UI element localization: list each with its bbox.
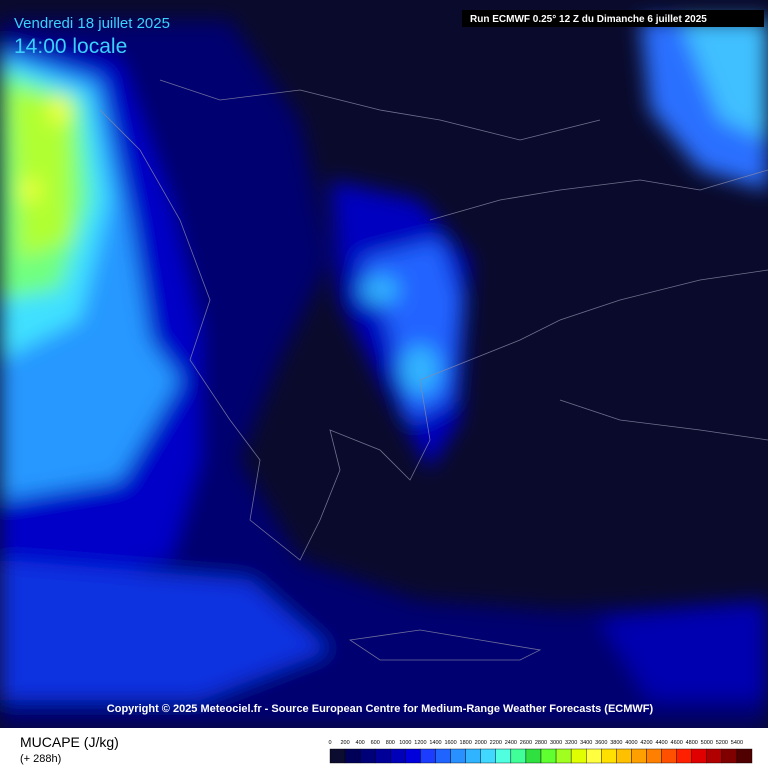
copyright: Copyright © 2025 Meteociel.fr - Source E… [107, 703, 654, 715]
legend-swatch [390, 748, 406, 764]
legend-label: 4200 [640, 740, 652, 746]
legend-swatch [601, 748, 617, 764]
legend-label: 5000 [701, 740, 713, 746]
legend-label: 4800 [686, 740, 698, 746]
legend-swatch [420, 748, 436, 764]
legend-swatch [375, 748, 391, 764]
legend-label: 3400 [580, 740, 592, 746]
legend-label: 2000 [475, 740, 487, 746]
legend-label: 4400 [655, 740, 667, 746]
legend-label: 4600 [671, 740, 683, 746]
legend-label: 5400 [731, 740, 743, 746]
legend-label: 3200 [565, 740, 577, 746]
header: Vendredi 18 juillet 2025 14:00 locale Ru… [14, 10, 764, 58]
legend-label: 0 [328, 740, 331, 746]
legend-label: 1400 [429, 740, 441, 746]
legend-label: 2600 [520, 740, 532, 746]
legend-swatch [646, 748, 662, 764]
legend-label: 3000 [550, 740, 562, 746]
legend-swatch [344, 748, 361, 764]
legend-label: 200 [340, 740, 349, 746]
run-box [462, 10, 764, 27]
legend-swatch [706, 748, 723, 764]
legend-swatch [586, 748, 602, 764]
legend-label: 600 [371, 740, 380, 746]
legend-swatch [631, 748, 647, 764]
legend-label: 1000 [399, 740, 411, 746]
legend-swatch [570, 748, 587, 764]
legend-label: 400 [356, 740, 365, 746]
legend-label: 3800 [610, 740, 622, 746]
legend-swatch [555, 748, 572, 764]
legend-label: 5200 [716, 740, 728, 746]
legend-swatch [495, 748, 512, 764]
legend-swatch [329, 748, 346, 764]
legend-label: 3600 [595, 740, 607, 746]
legend-label: 2800 [535, 740, 547, 746]
legend-swatch [721, 748, 738, 764]
legend-swatch [480, 748, 496, 764]
legend-label: 2400 [505, 740, 517, 746]
legend-swatch [359, 748, 376, 764]
forecast-time: 14:00 locale [14, 35, 127, 58]
forecast-date: Vendredi 18 juillet 2025 [14, 15, 170, 32]
legend-swatch [616, 748, 632, 764]
run-info: Run ECMWF 0.25° 12 Z du Dimanche 6 juill… [470, 14, 707, 25]
legend-label: 1200 [414, 740, 426, 746]
coastlines [99, 79, 768, 661]
legend-swatch [540, 748, 557, 764]
legend-swatch [510, 748, 527, 764]
legend-swatch [405, 748, 421, 764]
legend-swatch [736, 748, 753, 764]
legend-label: 1600 [444, 740, 456, 746]
legend-label: 1800 [460, 740, 472, 746]
legend-label: 4000 [625, 740, 637, 746]
legend-swatch [676, 748, 692, 764]
legend-swatch [691, 748, 707, 764]
legend-swatch [450, 748, 466, 764]
legend-swatch [661, 748, 677, 764]
legend-swatch [525, 748, 542, 764]
legend-swatch [465, 748, 481, 764]
legend-label: 2200 [490, 740, 502, 746]
legend: 0 200 400 600 800 1000 1200 1400 1600 1800 2000 220… [328, 740, 753, 764]
legend-label: 800 [386, 740, 395, 746]
forecast-step: (+ 288h) [20, 753, 61, 765]
legend-swatch [435, 748, 451, 764]
variable-name: MUCAPE (J/kg) [20, 734, 119, 750]
cape-field [0, 20, 768, 728]
